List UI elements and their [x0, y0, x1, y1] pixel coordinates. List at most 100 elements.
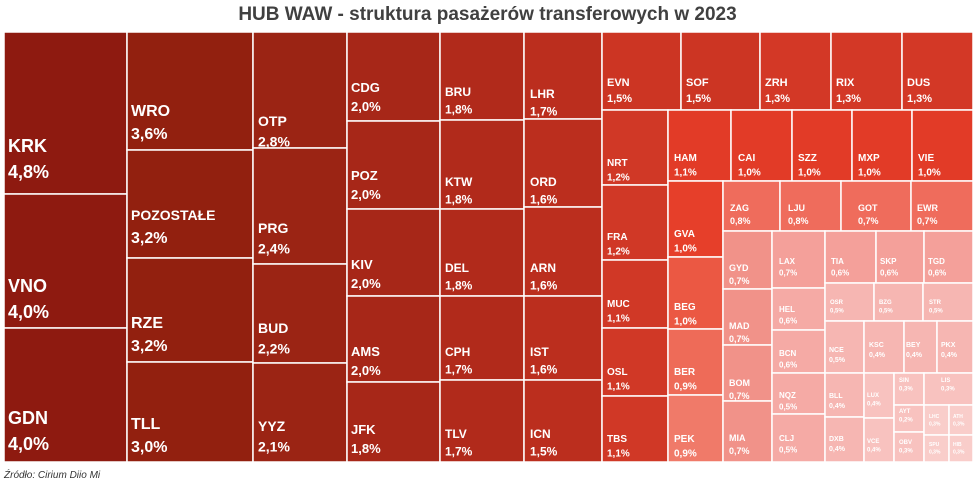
cell-code-dus: DUS [907, 77, 930, 89]
cell-value-zag: 0,8% [730, 216, 751, 226]
treemap-cell-bzg [873, 282, 924, 322]
cell-value-osr: 0,5% [830, 309, 844, 315]
cell-code-bll: BLL [829, 393, 843, 400]
cell-value-jfk: 1,8% [351, 441, 381, 456]
treemap-cell-bud [252, 263, 348, 364]
treemap-cell-str [922, 282, 974, 322]
cell-code-fra: FRA [607, 232, 628, 243]
cell-code-zrh: ZRH [765, 77, 788, 89]
cell-value-pek: 0,9% [674, 449, 697, 460]
cell-code-osl: OSL [607, 367, 628, 378]
cell-value-krk: 4,8% [8, 162, 49, 182]
cell-value-hib: 0,3% [953, 449, 965, 455]
cell-value-lis: 0,3% [941, 387, 955, 393]
cell-value-ist: 1,6% [530, 362, 558, 376]
cell-code-clj: CLJ [779, 434, 794, 443]
chart-title: HUB WAW - struktura pasażerów transferow… [238, 4, 737, 25]
cell-value-str: 0,5% [929, 309, 943, 315]
cell-code-vno: VNO [8, 276, 47, 296]
cell-value-lux: 0,4% [867, 402, 881, 408]
cell-code-ayt: AYT [899, 409, 911, 415]
cell-code-jfk: JFK [351, 422, 376, 437]
cell-value-bll: 0,4% [829, 403, 846, 410]
cell-value-ord: 1,6% [530, 192, 558, 206]
treemap-cell-mad [722, 288, 773, 346]
cell-code-tia: TIA [831, 257, 844, 266]
cell-code-gyd: GYD [729, 263, 749, 273]
cell-value-gva: 1,0% [674, 244, 697, 255]
treemap-cell-cai [730, 109, 793, 182]
treemap-cell-osl [601, 327, 669, 397]
treemap-cell-zrh [759, 31, 832, 111]
cell-code-hib: HIB [953, 442, 962, 448]
treemap-cell-nrt [601, 109, 669, 186]
treemap-cell-beg [667, 256, 724, 330]
cell-code-nqz: NQZ [779, 391, 796, 400]
cell-code-rix: RIX [836, 77, 855, 89]
cell-code-del: DEL [445, 261, 469, 275]
cell-code-kiv: KIV [351, 257, 373, 272]
treemap-cell-yyz [252, 362, 348, 463]
cell-code-ord: ORD [530, 175, 557, 189]
cell-value-mia: 0,7% [729, 446, 750, 456]
cell-code-gva: GVA [674, 229, 695, 240]
cell-code-pkx: PKX [941, 342, 956, 349]
cell-code-ath: ATH [953, 414, 963, 420]
cell-code-icn: ICN [530, 427, 551, 441]
treemap-cell-pkx [936, 320, 974, 374]
treemap-cell-ath [948, 404, 974, 436]
cell-value-poz: 2,0% [351, 187, 381, 202]
cell-value-kiv: 2,0% [351, 276, 381, 291]
cell-value-hel: 0,6% [779, 317, 797, 326]
cell-value-lax: 0,7% [779, 269, 797, 278]
cell-value-bzg: 0,5% [879, 309, 893, 315]
treemap-cell-nqz [771, 372, 826, 415]
cell-code-bzg: BZG [879, 300, 892, 306]
cell-value-ayt: 0,2% [899, 418, 913, 424]
cell-code-vce: VCE [867, 439, 879, 445]
cell-code-bey: BEY [906, 342, 921, 349]
cell-value-pkx: 0,4% [941, 352, 958, 359]
cell-value-yyz: 2,1% [258, 438, 290, 454]
cell-code-tbs: TBS [607, 434, 627, 445]
cell-code-ist: IST [530, 345, 549, 359]
cell-code-mia: MIA [729, 433, 746, 443]
treemap-cell-kiv [346, 208, 441, 297]
cell-code-lis: LIS [941, 378, 950, 384]
cell-code-vie: VIE [918, 153, 934, 164]
cell-value-gyd: 0,7% [729, 276, 750, 286]
cell-code-cdg: CDG [351, 80, 380, 95]
treemap-cell-lju [779, 180, 842, 232]
cell-code-spu: SPU [929, 442, 940, 448]
cell-value-otp: 2,8% [258, 133, 290, 149]
cell-value-mad: 0,7% [729, 334, 750, 344]
cell-code-mad: MAD [729, 321, 750, 331]
cell-value-arn: 1,6% [530, 278, 558, 292]
cell-code-str: STR [929, 300, 942, 306]
cell-value-ewr: 0,7% [917, 216, 938, 226]
cell-code-prg: PRG [258, 220, 288, 236]
cell-value-tgd: 0,6% [928, 269, 946, 278]
cell-value-nqz: 0,5% [779, 403, 797, 412]
cell-value-nrt: 1,2% [607, 173, 630, 184]
cell-value-tll: 3,0% [131, 439, 167, 456]
cell-value-vce: 0,4% [867, 448, 881, 454]
cell-code-skp: SKP [880, 257, 897, 266]
treemap-cell-fra [601, 184, 669, 261]
treemap-cell-tia [824, 230, 877, 284]
treemap-cell-lax [771, 230, 826, 289]
cell-code-bru: BRU [445, 85, 471, 99]
cell-value-ath: 0,3% [953, 421, 965, 427]
cell-value-muc: 1,1% [607, 314, 630, 325]
cell-value-sin: 0,3% [899, 387, 913, 393]
treemap-cell-ams [346, 295, 441, 383]
cell-value-dxb: 0,4% [829, 446, 846, 453]
cell-code-got: GOT [858, 203, 878, 213]
cell-value-nce: 0,5% [829, 357, 846, 364]
treemap-cell-poz [346, 120, 441, 210]
cell-code-cai: CAI [738, 153, 755, 164]
source-note: Źródło: Cirium Diio Mi [4, 470, 101, 481]
treemap-cell-hib [948, 434, 974, 463]
treemap-cell-sof [680, 31, 761, 111]
treemap-cell-ham [667, 109, 732, 182]
